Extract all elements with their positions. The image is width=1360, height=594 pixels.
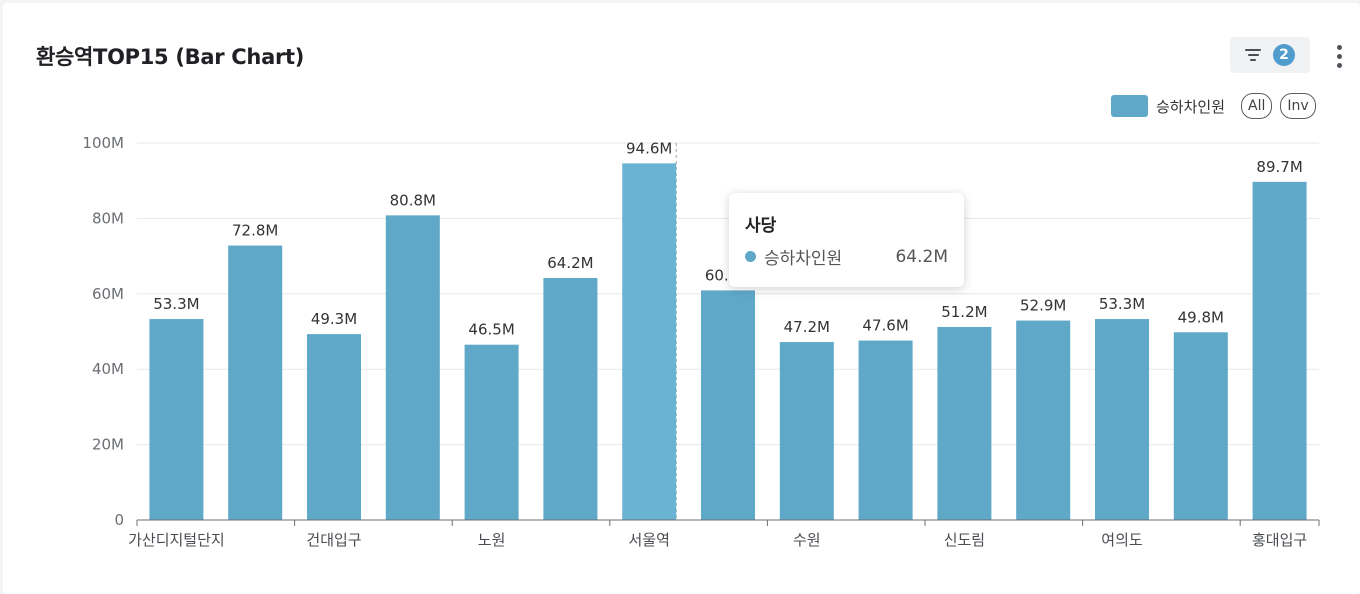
bar-14[interactable] [1252,181,1307,520]
filter-icon [1245,49,1261,61]
bar-value-label: 47.2M [784,318,830,336]
chart-title: 환승역TOP15 (Bar Chart) [36,45,305,69]
legend: 승하차인원 All Inv [1111,93,1316,119]
tooltip-row: 승하차인원 64.2M [745,244,948,269]
bar-value-label: 46.5M [468,321,514,339]
x-category-label: 노원 [478,531,506,549]
bar-0[interactable] [149,319,204,520]
x-category-label: 신도림 [944,531,985,549]
legend-swatch[interactable] [1111,95,1148,117]
tooltip: 사당 승하차인원 64.2M [729,193,964,287]
y-tick-label: 40M [92,360,124,378]
bar-value-label: 80.8M [390,191,436,209]
y-tick-label: 0 [114,511,124,529]
tooltip-series-dot [745,251,756,262]
x-category-label: 수원 [793,531,821,549]
bar-value-label: 52.9M [1020,297,1066,315]
bar-value-label: 53.3M [1099,295,1145,313]
legend-invert-button[interactable]: Inv [1280,93,1316,119]
x-category-label: 건대입구 [306,531,361,549]
x-category-label: 가산디지털단지 [128,531,225,549]
bar-11[interactable] [1016,320,1071,520]
y-tick-label: 100M [82,134,124,152]
tooltip-series-name: 승하차인원 [764,249,843,269]
bar-value-label: 49.8M [1178,308,1224,326]
bar-4[interactable] [464,344,519,520]
bar-value-label: 47.6M [862,317,908,335]
bar-5[interactable] [543,277,598,520]
bar-value-label: 51.2M [941,303,987,321]
bar-value-label: 94.6M [626,139,672,157]
bar-12[interactable] [1095,319,1149,520]
tooltip-title: 사당 [745,216,777,236]
x-category-label: 여의도 [1101,531,1143,549]
bar-value-label: 49.3M [311,310,357,328]
y-tick-label: 80M [92,209,124,227]
bar-value-label: 64.2M [547,254,593,272]
bar-2[interactable] [307,334,361,520]
bar-9[interactable] [858,340,913,520]
bar-10[interactable] [937,326,992,520]
bar-value-label: 89.7M [1256,158,1302,176]
y-tick-label: 60M [92,285,124,303]
bar-1[interactable] [228,245,283,520]
y-tick-label: 20M [92,436,124,454]
tooltip-value: 64.2M [895,246,948,267]
filter-button[interactable]: 2 [1230,37,1310,73]
legend-label[interactable]: 승하차인원 [1156,97,1226,116]
bar-13[interactable] [1173,332,1228,520]
filter-count-badge: 2 [1273,44,1295,66]
bar-value-label: 53.3M [153,295,199,313]
legend-all-button[interactable]: All [1241,93,1273,119]
bar-8[interactable] [779,342,834,520]
x-category-label: 서울역 [628,531,669,549]
kebab-menu-icon[interactable] [1329,41,1349,71]
bar-value-label: 72.8M [232,222,278,240]
x-category-label: 홍대입구 [1252,531,1307,549]
bar-7[interactable] [701,290,755,520]
bar-3[interactable] [385,215,440,520]
bar-6[interactable] [622,163,677,520]
